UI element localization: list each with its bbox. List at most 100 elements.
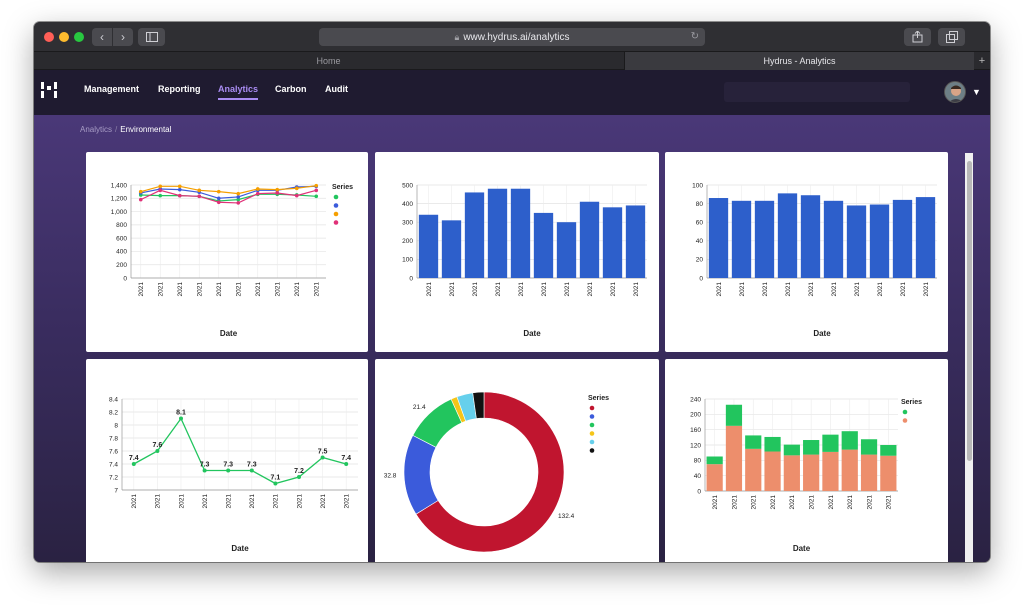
bar [441,220,462,278]
header-search-input[interactable] [724,82,910,102]
data-label: 8.1 [176,410,186,417]
x-tick-label: 2021 [495,282,502,297]
x-tick-label: 2021 [472,282,479,297]
bar [823,200,844,278]
x-axis-title: Date [231,544,249,553]
bar [533,212,554,278]
tabs-icon [946,31,958,43]
data-point [294,193,299,198]
reload-icon[interactable]: ↻ [690,31,699,42]
x-tick-label: 2021 [177,282,184,297]
data-point [249,468,254,473]
data-point [158,188,163,193]
share-icon [912,31,923,43]
tab-overview-button[interactable] [938,28,965,46]
nav-audit[interactable]: Audit [325,84,348,94]
share-button[interactable] [904,28,931,46]
x-tick-label: 2021 [866,495,873,510]
data-point [131,462,136,466]
data-point [138,197,143,202]
sidebar-icon [145,32,158,42]
y-tick-label: 120 [690,442,701,449]
minimize-window-button[interactable] [59,32,69,42]
data-label: 7.6 [153,442,163,449]
scrollbar-thumb[interactable] [967,161,972,461]
data-point [158,184,163,189]
legend-marker [589,431,595,436]
x-tick-label: 2021 [731,495,738,510]
forward-button[interactable]: › [113,28,133,46]
address-bar[interactable]: 🔒︎ www.hydrus.ai/analytics ↻ [319,28,705,46]
data-point [197,194,202,199]
x-tick-label: 2021 [541,282,548,297]
sidebar-toggle-button[interactable] [138,28,165,46]
multi-line-chart: 0 200 400 600 800 1,000 1,200 1,400 2021 2021 2021… [111,182,353,338]
data-point [255,187,260,191]
bar-segment [706,464,723,491]
x-tick-label: 2021 [716,282,723,297]
legend-title: Series [901,399,922,406]
bar [418,214,439,278]
avatar[interactable] [944,81,966,103]
data-point [236,191,241,196]
data-point [158,193,163,198]
data-point [255,191,260,196]
y-tick-label: 100 [402,257,413,264]
data-point [177,184,182,189]
bar [915,197,936,278]
chevron-down-icon[interactable]: ▼ [972,87,981,97]
bar [800,195,821,278]
back-button[interactable]: ‹ [92,28,112,46]
x-tick-label: 2021 [131,494,138,509]
data-point [177,187,182,192]
breadcrumb-parent[interactable]: Analytics [80,125,113,134]
zoom-window-button[interactable] [74,32,84,42]
x-tick-label: 2021 [294,282,301,297]
series-line [140,185,317,195]
app-header: Management Reporting Analytics Carbon Au… [34,70,990,115]
y-tick-label: 0 [697,488,701,495]
data-point [275,187,280,192]
y-tick-label: 7 [114,487,118,494]
donut-slice [472,391,485,419]
y-tick-label: 8 [114,422,118,429]
bar-segment [822,451,839,491]
data-point [138,189,143,194]
data-label: 7.5 [318,449,328,456]
legend-marker [902,409,908,415]
bar-segment [880,455,897,491]
x-tick-label: 2021 [236,282,243,297]
chart-card-2: 0 100 200 300 400 500 2021 2021 2021 2021 2021 2021… [375,152,659,352]
hydrus-logo [41,82,57,98]
legend-marker [333,220,339,225]
x-tick-label: 2021 [275,282,282,297]
bar-segment [841,431,858,450]
y-tick-label: 80 [696,201,704,208]
tab-analytics[interactable]: Hydrus - Analytics [624,52,974,70]
nav-reporting[interactable]: Reporting [158,84,201,94]
nav-management[interactable]: Management [84,84,140,94]
bar-segment [725,425,743,491]
bar-segment [880,445,897,456]
stacked-bar-chart: 0 40 80 120 160 200 240 2021 2021 2021 2021 2021 202… [690,396,922,553]
data-point [314,188,319,193]
donut-slice [403,435,439,515]
slice-label: 32.8 [384,473,397,480]
tab-home[interactable]: Home [316,56,341,66]
bar [625,205,646,278]
data-point [236,197,241,202]
nav-analytics[interactable]: Analytics [218,84,259,100]
y-tick-label: 800 [116,222,127,229]
y-tick-label: 8.4 [109,396,118,403]
new-tab-button[interactable]: + [978,55,986,67]
close-window-button[interactable] [44,32,54,42]
data-point [155,449,160,453]
bar [869,204,890,278]
data-label: 7.3 [247,462,257,469]
nav-carbon[interactable]: Carbon [275,84,307,94]
x-tick-label: 2021 [426,282,433,297]
chevron-right-icon: › [121,30,125,44]
legend-marker [333,211,339,217]
data-point [236,195,241,199]
y-tick-label: 400 [116,249,127,256]
